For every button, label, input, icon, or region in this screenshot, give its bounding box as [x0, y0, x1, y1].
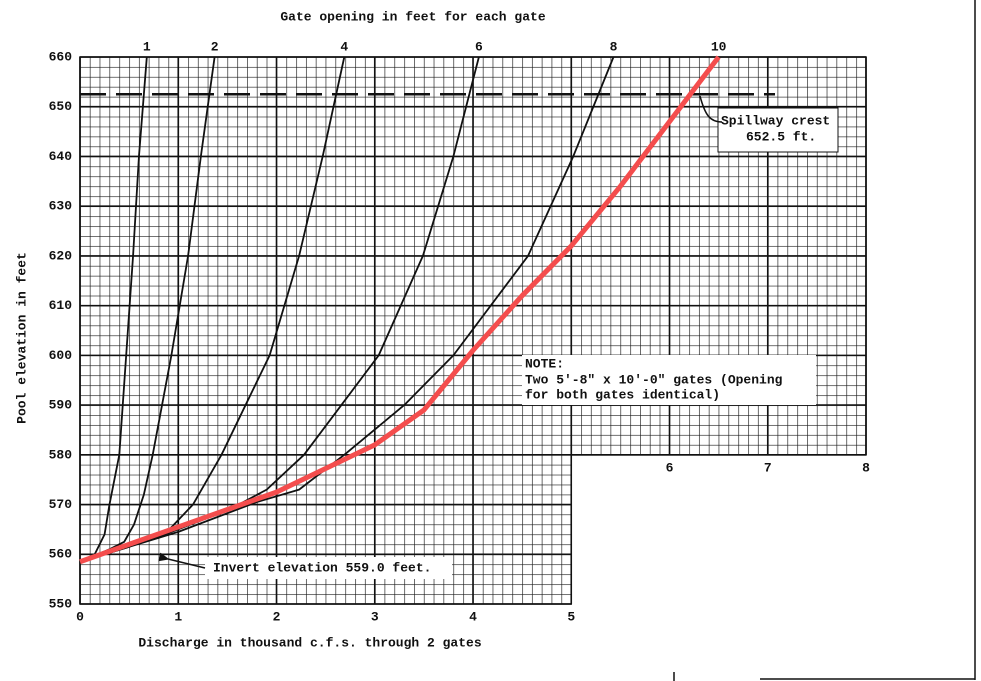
note-line: Two 5'-8" x 10'-0" gates (Opening	[525, 372, 783, 387]
legend-label: 4	[340, 39, 348, 54]
x-tick-label: 2	[273, 609, 281, 624]
y-tick-label: 550	[49, 596, 73, 611]
y-tick-label: 620	[49, 248, 73, 263]
y-tick-label: 560	[49, 547, 73, 562]
legend-label: 1	[143, 39, 151, 54]
gate-curve	[79, 55, 721, 565]
spillway-label: Spillway crest	[721, 113, 830, 128]
y-tick-label: 570	[49, 497, 73, 512]
x-tick-label: 4	[469, 609, 477, 624]
note-line: for both gates identical)	[525, 387, 720, 402]
legend-label: 6	[475, 39, 483, 54]
y-tick-label: 660	[49, 49, 73, 64]
y-tick-label: 580	[49, 447, 73, 462]
y-tick-label: 640	[49, 149, 73, 164]
invert-box	[205, 557, 452, 579]
invert-arrow	[158, 552, 206, 569]
gate-curve	[79, 56, 615, 563]
x-tick-label: 1	[174, 609, 182, 624]
gate-curve	[79, 56, 216, 563]
y-tick-label: 600	[49, 348, 73, 363]
x-tick-label: 6	[666, 460, 674, 475]
x-tick-label: 3	[371, 609, 379, 624]
note-box	[522, 355, 816, 405]
y-tick-label: 630	[49, 199, 73, 214]
spillway-arrow	[699, 95, 723, 123]
invert-label: Invert elevation 559.0 feet.	[213, 560, 431, 575]
chart-title: Gate opening in feet for each gate	[280, 9, 545, 24]
legend-label: 8	[610, 39, 618, 54]
y-axis-label: Pool elevation in feet	[14, 252, 29, 424]
spillway-value: 652.5 ft.	[746, 129, 816, 144]
curves: 1 2 4 6 8 10	[79, 39, 727, 565]
spillway-box	[717, 107, 839, 153]
x-tick-label: 8	[862, 460, 870, 475]
note-title: NOTE:	[525, 356, 564, 371]
x-axis-label: Discharge in thousand c.f.s. through 2 g…	[138, 635, 481, 650]
gate-curve	[79, 56, 148, 563]
legend-label: 2	[211, 39, 219, 54]
x-tick-label: 7	[764, 460, 772, 475]
y-tick-label: 590	[49, 398, 73, 413]
y-tick-label: 650	[49, 99, 73, 114]
y-tick-label: 610	[49, 298, 73, 313]
x-tick-label: 5	[567, 609, 575, 624]
annotations: Spillway crest 652.5 ft. NOTE: Two 5'-8"…	[158, 95, 839, 579]
x-tick-label: 0	[76, 609, 84, 624]
legend-label: 10	[711, 39, 727, 54]
